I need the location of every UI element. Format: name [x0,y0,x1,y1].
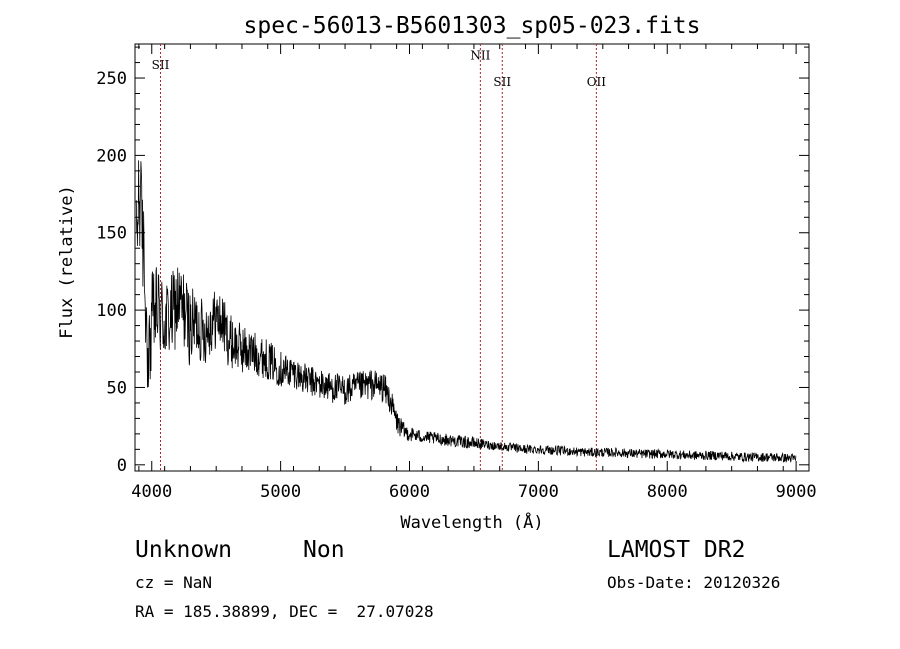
x-tick-label: 9000 [776,482,817,502]
x-tick-label: 4000 [131,482,172,502]
emission-line-label: NII [470,48,490,62]
y-tick-label: 150 [96,224,127,244]
spectrum-line [135,160,797,463]
emission-line-label: SII [493,75,511,89]
x-tick-label: 7000 [518,482,559,502]
y-tick-label: 100 [96,301,127,321]
x-axis-label: Wavelength (Å) [400,511,543,533]
y-tick-labels: 0 50 100 150 200 250 [96,69,127,476]
y-tick-label: 250 [96,69,127,89]
y-tick-label: 200 [96,146,127,166]
emission-line-label: OII [587,75,607,89]
x-tick-label: 6000 [389,482,430,502]
plot-frame [134,43,810,472]
redshift-cz: cz = NaN [135,573,213,592]
ra-dec-coordinates: RA = 185.38899, DEC = 27.07028 [135,602,434,621]
object-subclass: Non [303,537,345,563]
y-axis-label: Flux (relative) [57,185,77,339]
emission-line-label: SII [152,58,170,72]
object-class: Unknown [135,537,232,563]
chart-title: spec-56013-B5601303_sp05-023.fits [244,13,701,39]
survey-name: LAMOST DR2 [607,537,746,563]
y-tick-label: 50 [107,378,127,398]
observation-date: Obs-Date: 20120326 [607,573,781,592]
x-tick-label: 5000 [260,482,301,502]
x-tick-labels: 4000 5000 6000 7000 8000 9000 [131,482,816,502]
y-tick-label: 0 [117,456,127,476]
axis-ticks [135,44,810,471]
x-tick-label: 8000 [647,482,688,502]
